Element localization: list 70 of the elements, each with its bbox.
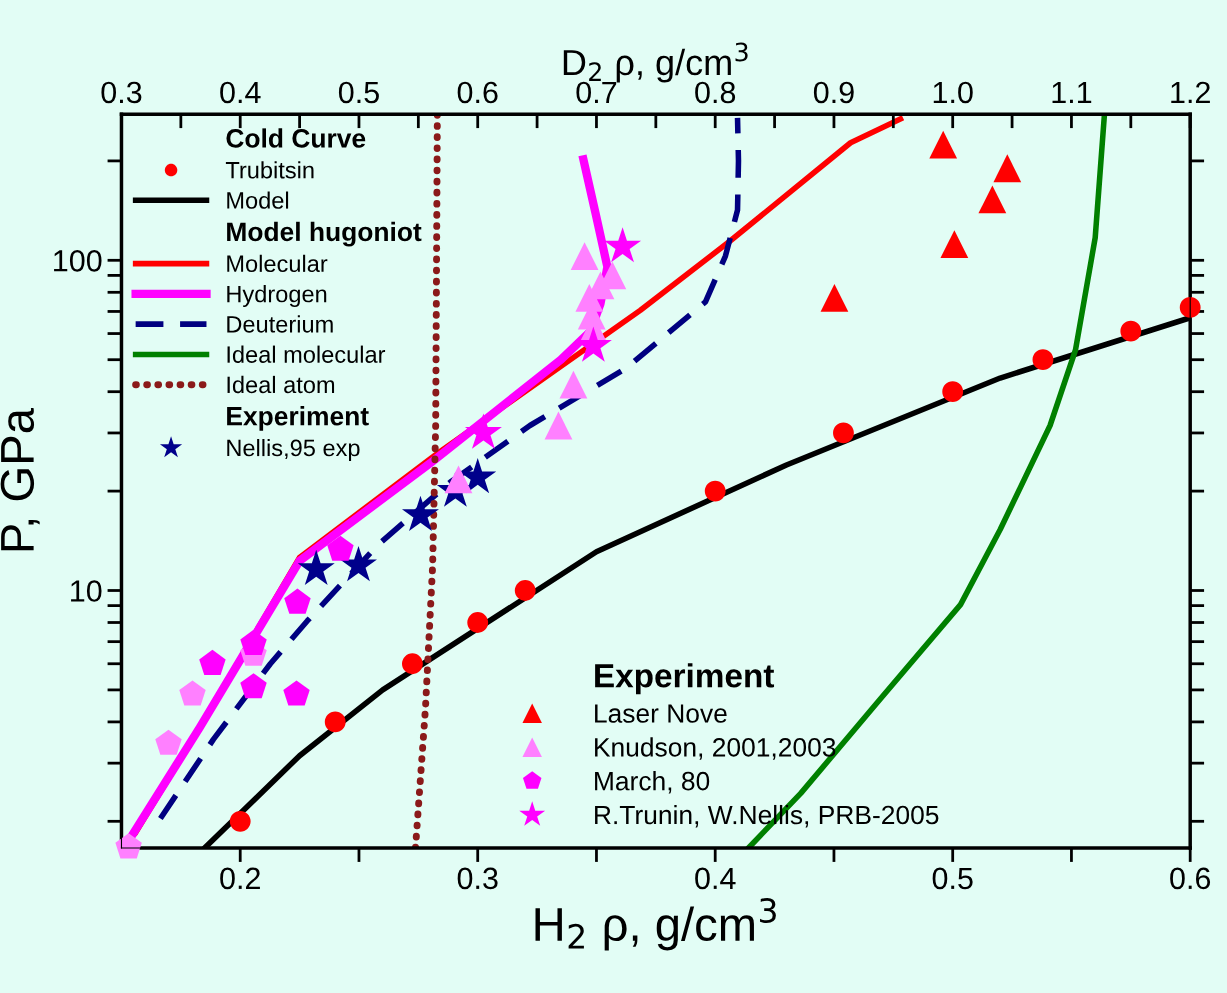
- point: [327, 535, 354, 561]
- point: [155, 729, 182, 755]
- y-tick-label: 100: [54, 250, 102, 272]
- x2-tick-label: 0.7: [576, 81, 617, 104]
- x2-tick-label: 0.3: [101, 81, 142, 104]
- point: [297, 549, 335, 585]
- point: [199, 649, 226, 675]
- point: [283, 680, 310, 706]
- point: [514, 580, 536, 601]
- x2-axis-title: D$_{2}$ ρ, g/cm$^{3}$: [563, 42, 748, 83]
- point: [467, 612, 489, 633]
- point: [240, 673, 267, 699]
- x2-tick-label: 0.5: [338, 81, 379, 104]
- point: [340, 546, 377, 582]
- point: [544, 411, 573, 440]
- x-tick-label: 0.4: [695, 867, 736, 890]
- legend-label: March, 80: [595, 771, 710, 794]
- annotation: Experiment: [595, 663, 775, 695]
- x2-tick-label: 0.4: [220, 81, 261, 104]
- x2-tick-label: 0.9: [813, 81, 854, 104]
- point: [833, 422, 854, 444]
- point: [464, 413, 502, 449]
- annotation: Model hugoniot: [227, 221, 422, 247]
- point: [820, 283, 849, 312]
- y-tick-label: 10: [71, 580, 102, 602]
- point: [401, 653, 423, 675]
- point: [559, 370, 588, 399]
- point: [575, 283, 604, 312]
- annotation: Cold Curve: [226, 128, 366, 148]
- point: [604, 227, 642, 263]
- x-tick-label: 0.5: [932, 867, 973, 890]
- point: [179, 680, 206, 706]
- point: [1120, 320, 1142, 342]
- x-axis-title: H$_{2}$ ρ, g/cm$^{3}$: [535, 898, 776, 951]
- x2-tick-label: 0.8: [695, 81, 736, 104]
- point: [459, 457, 497, 494]
- legend-label: Nellis,95 exp: [227, 438, 360, 461]
- point: [240, 629, 267, 655]
- point: [401, 495, 439, 531]
- point: [704, 480, 726, 502]
- point: [1032, 349, 1054, 371]
- x-tick-label: 0.3: [457, 867, 498, 890]
- legend-label: Laser Nove: [595, 704, 727, 723]
- x-tick-label: 0.6: [1170, 867, 1211, 890]
- legend-label: Trubitsin: [225, 161, 314, 179]
- point: [570, 242, 599, 270]
- legend-label: Knudson, 2001,2003: [595, 737, 836, 760]
- point: [942, 381, 964, 403]
- x-tick-label: 0.2: [220, 867, 260, 890]
- legend-label: Ideal molecular: [227, 345, 386, 363]
- point: [993, 154, 1022, 183]
- point: [229, 810, 251, 832]
- point: [1179, 296, 1201, 318]
- x2-tick-label: 0.6: [457, 81, 498, 104]
- legend-label: Hydrogen: [227, 285, 327, 308]
- point: [574, 326, 612, 362]
- y-axis-title: P, GPa: [0, 408, 40, 551]
- annotation: Experiment: [227, 406, 369, 431]
- x2-tick-label: 1.2: [1171, 81, 1210, 103]
- x2-tick-label: 1.1: [1052, 81, 1092, 103]
- legend-label: Molecular: [227, 254, 328, 273]
- point: [978, 185, 1007, 214]
- legend-label: Model: [227, 191, 289, 209]
- legend-label: Deuterium: [227, 315, 333, 333]
- point: [929, 130, 958, 159]
- legend-label: Ideal atom: [227, 375, 335, 394]
- x2-tick-label: 1.0: [933, 81, 973, 104]
- point: [284, 588, 311, 614]
- point: [324, 711, 346, 733]
- point: [940, 230, 969, 258]
